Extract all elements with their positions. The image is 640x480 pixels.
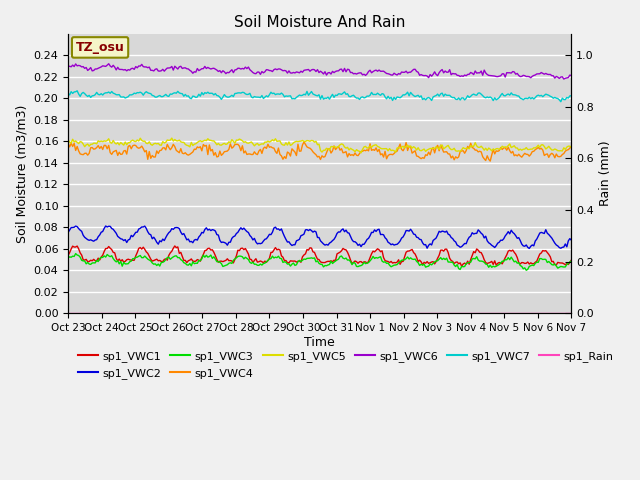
sp1_VWC4 [214,154,222,159]
sp1_Rain [476,310,484,316]
sp1_VWC1 [348,261,356,266]
Line: sp1_VWC4: sp1_VWC4 [68,142,572,161]
sp1_VWC4 [483,153,491,159]
sp1_VWC7 [557,99,564,105]
sp1_VWC3 [70,253,78,259]
sp1_VWC5 [64,137,72,143]
sp1_Rain [64,310,72,316]
sp1_Rain [568,310,575,316]
sp1_VWC4 [64,141,72,146]
sp1_VWC7 [477,91,485,97]
sp1_VWC6 [348,70,356,75]
sp1_VWC5 [70,139,78,145]
sp1_VWC1 [485,260,493,266]
sp1_VWC2 [64,229,72,235]
sp1_VWC6 [70,64,78,70]
Legend: sp1_VWC1, sp1_VWC2, sp1_VWC3, sp1_VWC4, sp1_VWC5, sp1_VWC6, sp1_VWC7, sp1_Rain: sp1_VWC1, sp1_VWC2, sp1_VWC3, sp1_VWC4, … [74,347,618,383]
sp1_VWC3 [483,262,491,267]
sp1_VWC1 [479,253,486,259]
sp1_VWC6 [483,72,491,77]
sp1_VWC4 [175,150,183,156]
sp1_VWC2 [177,229,185,235]
sp1_VWC2 [70,224,78,230]
sp1_VWC4 [477,149,485,155]
sp1_VWC7 [348,93,356,98]
sp1_VWC2 [348,237,356,242]
sp1_VWC6 [105,61,113,67]
sp1_VWC2 [568,237,575,243]
sp1_VWC3 [477,258,485,264]
sp1_VWC2 [477,230,485,236]
sp1_VWC5 [348,146,356,152]
sp1_Rain [70,310,78,316]
sp1_VWC4 [486,158,494,164]
sp1_VWC7 [216,95,224,100]
sp1_Rain [347,310,355,316]
Line: sp1_VWC3: sp1_VWC3 [68,253,572,270]
sp1_VWC5 [177,139,185,144]
Title: Soil Moisture And Rain: Soil Moisture And Rain [234,15,405,30]
sp1_VWC2 [525,246,533,252]
sp1_VWC2 [216,238,224,243]
sp1_VWC5 [168,135,175,141]
Y-axis label: Rain (mm): Rain (mm) [600,141,612,206]
Y-axis label: Soil Moisture (m3/m3): Soil Moisture (m3/m3) [15,104,28,243]
Text: TZ_osu: TZ_osu [76,41,124,54]
sp1_VWC3 [216,259,224,265]
sp1_VWC7 [177,91,185,96]
sp1_VWC5 [216,142,224,148]
sp1_VWC3 [177,257,185,263]
sp1_VWC3 [522,267,530,273]
sp1_VWC7 [483,94,491,100]
Line: sp1_VWC2: sp1_VWC2 [68,226,572,249]
sp1_VWC6 [560,76,568,82]
sp1_Rain [214,310,222,316]
sp1_VWC6 [64,63,72,69]
Line: sp1_VWC5: sp1_VWC5 [68,138,572,153]
sp1_VWC3 [72,251,79,256]
Line: sp1_VWC7: sp1_VWC7 [68,91,572,102]
X-axis label: Time: Time [305,336,335,348]
sp1_VWC5 [485,145,493,151]
sp1_VWC1 [171,243,179,249]
sp1_VWC2 [483,238,491,244]
sp1_VWC4 [568,144,575,149]
sp1_VWC1 [177,250,185,255]
sp1_VWC6 [177,63,185,69]
sp1_VWC7 [64,91,72,96]
sp1_VWC6 [216,68,224,73]
sp1_VWC7 [70,89,78,95]
sp1_VWC2 [102,223,109,229]
sp1_VWC4 [348,152,356,157]
Line: sp1_VWC6: sp1_VWC6 [68,64,572,79]
sp1_VWC4 [300,139,308,145]
sp1_VWC3 [348,262,356,267]
sp1_VWC1 [568,257,575,263]
sp1_VWC5 [568,144,575,150]
sp1_VWC7 [568,93,575,99]
sp1_VWC5 [357,150,365,156]
sp1_VWC1 [458,264,465,269]
sp1_VWC1 [216,258,224,264]
sp1_VWC3 [568,258,575,264]
sp1_VWC7 [74,88,81,94]
sp1_VWC4 [70,141,78,146]
sp1_Rain [482,310,490,316]
sp1_VWC1 [70,244,78,250]
sp1_VWC6 [477,68,485,74]
sp1_VWC1 [64,252,72,258]
sp1_VWC6 [568,73,575,79]
sp1_VWC5 [479,145,486,151]
sp1_Rain [175,310,183,316]
Line: sp1_VWC1: sp1_VWC1 [68,246,572,266]
sp1_VWC3 [64,255,72,261]
